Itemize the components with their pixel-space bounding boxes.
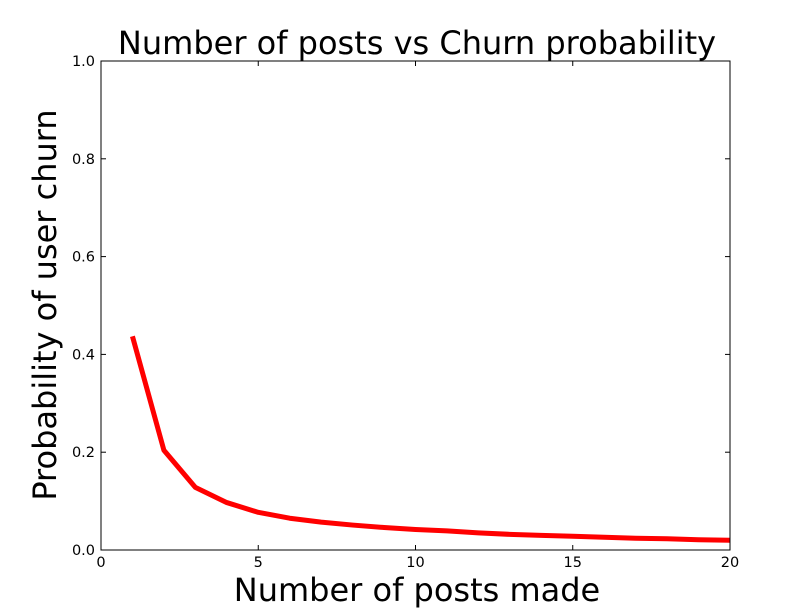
y-tick-label: 1.0 — [72, 54, 95, 70]
y-tick-label: 0.4 — [72, 347, 95, 363]
y-tick-label: 0.0 — [72, 543, 95, 559]
y-tick-label: 0.6 — [72, 250, 95, 266]
x-tick-label: 10 — [406, 555, 424, 571]
y-axis-label: Probability of user churn — [26, 109, 64, 500]
x-tick-label: 20 — [721, 555, 739, 571]
x-tick-label: 0 — [96, 555, 105, 571]
x-axis-label: Number of posts made — [234, 571, 600, 609]
plot-frame — [100, 60, 731, 551]
chart-title: Number of posts vs Churn probability — [118, 24, 716, 62]
plot-area: 0 5 10 15 20 0.0 0.2 0.4 0.6 0.8 1.0 — [72, 54, 739, 571]
y-tick-label: 0.8 — [72, 152, 95, 168]
x-tick-label: 15 — [564, 555, 582, 571]
series-line-0 — [130, 335, 731, 543]
x-tick-label: 5 — [254, 555, 263, 571]
y-tick-label: 0.2 — [72, 445, 95, 461]
